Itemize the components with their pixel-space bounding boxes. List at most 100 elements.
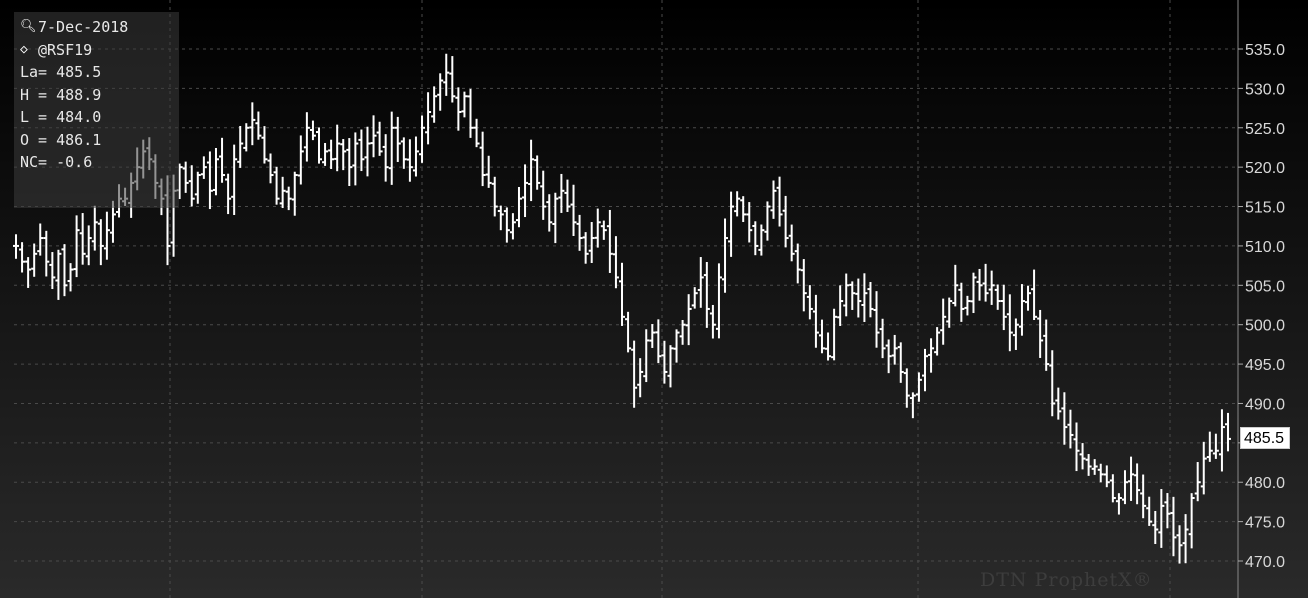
ohlc-bar xyxy=(206,151,213,210)
ohlc-bar xyxy=(376,121,383,156)
ohlc-bar xyxy=(891,334,898,365)
ohlc-bar xyxy=(740,196,747,223)
ohlc-bar xyxy=(243,123,250,152)
ohlc-bar xyxy=(425,92,432,145)
ohlc-bar xyxy=(285,186,292,211)
ohlc-bar xyxy=(103,211,110,260)
ohlc-bar xyxy=(637,358,644,398)
ohlc-bar xyxy=(988,270,995,305)
ohlc-bar xyxy=(194,171,201,204)
ohlc-bar xyxy=(49,252,56,290)
ohlc-bar xyxy=(1043,319,1050,371)
info-net-change: NC= -0.6 xyxy=(20,153,93,171)
info-date-row: 🔍︎ 7-Dec-2018 xyxy=(20,16,179,39)
ohlc-bar xyxy=(812,294,819,348)
y-tick-label: 525.0 xyxy=(1245,121,1285,138)
ohlc-bar xyxy=(782,195,789,248)
ohlc-bar xyxy=(85,225,92,266)
ohlc-bar xyxy=(1018,284,1025,336)
ohlc-bar xyxy=(1146,496,1153,526)
info-low: L = 484.0 xyxy=(20,108,102,126)
ohlc-bar xyxy=(855,278,862,318)
ohlc-bar xyxy=(188,165,195,207)
ohlc-bar xyxy=(570,184,577,236)
ohlc-bar xyxy=(964,295,971,316)
ohlc-bar xyxy=(225,173,232,215)
ohlc-bar xyxy=(673,329,680,363)
y-tick-label: 505.0 xyxy=(1245,278,1285,295)
ohlc-bar xyxy=(503,207,510,243)
magnifier-icon[interactable]: 🔍︎ xyxy=(20,19,37,34)
ohlc-bar xyxy=(909,392,916,419)
last-price-label: 485.5 xyxy=(1240,427,1290,449)
ohlc-bar xyxy=(346,138,353,187)
ohlc-bar xyxy=(655,319,662,364)
y-tick-label: 470.0 xyxy=(1245,554,1285,571)
ohlc-bar xyxy=(685,294,692,346)
ohlc-bar xyxy=(691,287,698,309)
ohlc-bar xyxy=(67,263,74,292)
ohlc-bar xyxy=(1182,514,1189,564)
ohlc-bar xyxy=(91,205,98,251)
ohlc-bar xyxy=(703,262,710,328)
ohlc-bar xyxy=(1037,309,1044,358)
ohlc-bar xyxy=(509,213,516,240)
ohlc-bar xyxy=(364,126,371,177)
ohlc-bar xyxy=(764,201,771,241)
ohlc-bar xyxy=(1006,294,1013,352)
ohlc-bar xyxy=(631,340,638,408)
ohlc-bar xyxy=(952,264,959,307)
ohlc-bar xyxy=(843,273,850,317)
ohlc-bar xyxy=(746,202,753,243)
ohlc-bar xyxy=(1140,474,1147,519)
ohlc-bar xyxy=(31,243,38,277)
ohlc-bar xyxy=(837,285,844,326)
ohlc-bar xyxy=(1170,496,1177,557)
ohlc-bar xyxy=(1194,462,1201,502)
ohlc-bar xyxy=(582,232,589,264)
ohlc-bar xyxy=(13,234,19,259)
ohlc-bar xyxy=(534,155,541,190)
ohlc-bar xyxy=(606,209,613,273)
ohlc-bar xyxy=(903,368,910,408)
ohlc-bar xyxy=(825,332,832,361)
ohlc-bar xyxy=(322,142,329,166)
ohlc-bar xyxy=(485,155,492,188)
ohlc-bar xyxy=(594,208,601,248)
info-date: 7-Dec-2018 xyxy=(38,18,129,36)
ohlc-bar xyxy=(758,224,765,256)
ohlc-bar xyxy=(219,137,226,183)
ohlc-bar xyxy=(497,205,504,231)
ohlc-bar xyxy=(1152,510,1159,544)
grid-lines xyxy=(14,0,1238,598)
y-tick-label: 515.0 xyxy=(1245,200,1285,217)
ohlc-bar xyxy=(564,179,571,212)
ohlc-bar xyxy=(958,282,965,322)
ohlc-bar xyxy=(861,273,868,322)
ohlc-bar xyxy=(928,338,935,373)
ohlc-bar xyxy=(546,194,553,232)
ohlc-bar xyxy=(1128,456,1135,501)
ohlc-bar xyxy=(43,230,50,277)
ohlc-bar xyxy=(885,339,892,374)
y-tick-label: 510.0 xyxy=(1245,239,1285,256)
ohlc-bar xyxy=(1012,318,1019,350)
ohlc-bar xyxy=(1031,269,1038,320)
ohlc-bar xyxy=(982,263,989,302)
ohlc-bar xyxy=(309,120,316,141)
y-tick-label: 480.0 xyxy=(1245,475,1285,492)
diamond-icon: ◇ xyxy=(20,41,28,57)
ohlc-bar xyxy=(540,170,547,220)
info-high: H = 488.9 xyxy=(20,85,102,104)
ohlc-bar xyxy=(400,137,407,169)
ohlc-bar xyxy=(303,112,310,162)
ohlc-bar xyxy=(334,124,341,172)
ohlc-bar xyxy=(388,111,395,185)
ohlc-bar xyxy=(443,53,450,96)
ohlc-bar xyxy=(479,131,486,187)
ohlc-bar xyxy=(849,281,856,310)
ohlc-bar xyxy=(776,176,783,227)
ohlc-bar xyxy=(1225,412,1231,452)
